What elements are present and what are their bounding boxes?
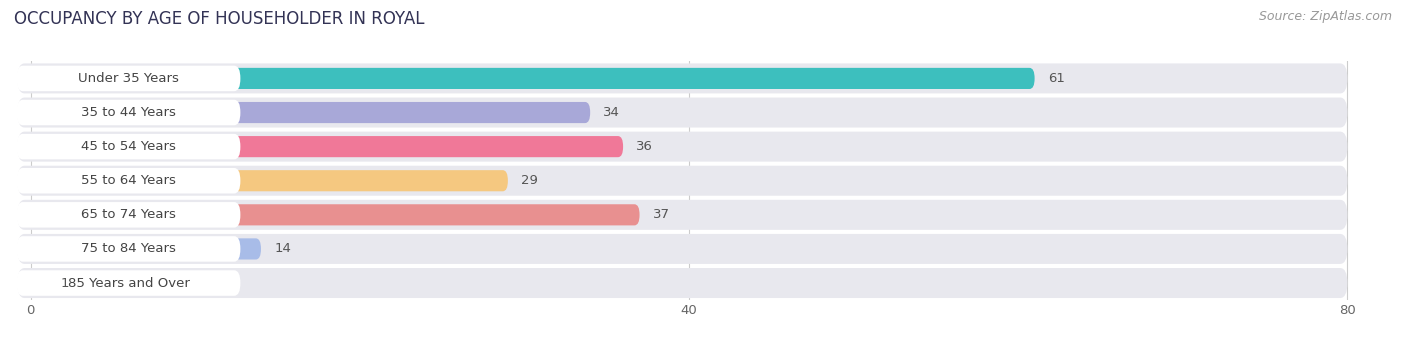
Text: 65 to 74 Years: 65 to 74 Years (82, 208, 176, 221)
Text: 34: 34 (603, 106, 620, 119)
FancyBboxPatch shape (17, 136, 623, 157)
Text: 61: 61 (1047, 72, 1064, 85)
FancyBboxPatch shape (17, 272, 46, 294)
Text: 55 to 64 Years: 55 to 64 Years (82, 174, 176, 187)
FancyBboxPatch shape (17, 102, 591, 123)
FancyBboxPatch shape (17, 238, 262, 260)
FancyBboxPatch shape (17, 236, 240, 262)
FancyBboxPatch shape (17, 166, 1347, 196)
FancyBboxPatch shape (17, 132, 1347, 162)
FancyBboxPatch shape (17, 204, 640, 225)
Text: Under 35 Years: Under 35 Years (77, 72, 179, 85)
FancyBboxPatch shape (17, 134, 240, 159)
FancyBboxPatch shape (17, 268, 1347, 298)
FancyBboxPatch shape (17, 66, 240, 91)
Text: 14: 14 (274, 242, 291, 255)
Text: Source: ZipAtlas.com: Source: ZipAtlas.com (1258, 10, 1392, 23)
Text: 29: 29 (522, 174, 538, 187)
FancyBboxPatch shape (17, 68, 1035, 89)
FancyBboxPatch shape (17, 63, 1347, 93)
FancyBboxPatch shape (17, 168, 240, 193)
Text: 75 to 84 Years: 75 to 84 Years (82, 242, 176, 255)
FancyBboxPatch shape (17, 270, 240, 296)
Text: 37: 37 (652, 208, 669, 221)
FancyBboxPatch shape (17, 100, 240, 125)
FancyBboxPatch shape (17, 202, 240, 227)
Text: 36: 36 (637, 140, 654, 153)
Text: 1: 1 (60, 277, 69, 290)
FancyBboxPatch shape (17, 200, 1347, 230)
Text: 45 to 54 Years: 45 to 54 Years (82, 140, 176, 153)
FancyBboxPatch shape (17, 234, 1347, 264)
FancyBboxPatch shape (17, 170, 508, 191)
Text: 35 to 44 Years: 35 to 44 Years (82, 106, 176, 119)
FancyBboxPatch shape (17, 98, 1347, 128)
Text: OCCUPANCY BY AGE OF HOUSEHOLDER IN ROYAL: OCCUPANCY BY AGE OF HOUSEHOLDER IN ROYAL (14, 10, 425, 28)
Text: 85 Years and Over: 85 Years and Over (67, 277, 190, 290)
